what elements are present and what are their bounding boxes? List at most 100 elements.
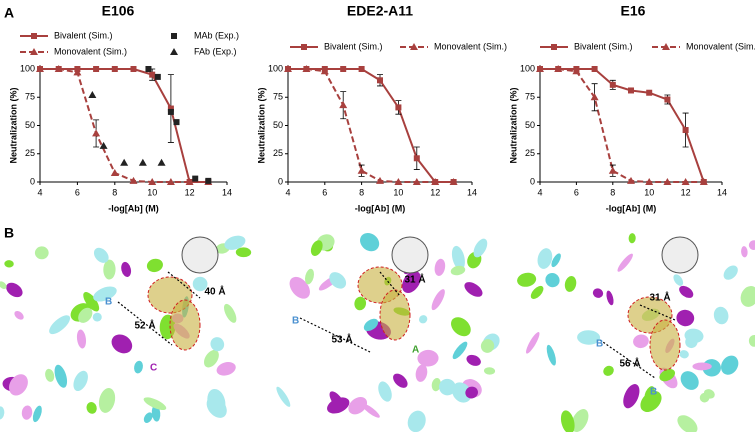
x-tick-label: 10 — [147, 187, 157, 197]
panel-label: A — [4, 5, 14, 21]
marker — [99, 141, 108, 149]
y-tick-label: 100 — [268, 63, 283, 73]
density-blob — [417, 349, 439, 367]
legend-label: MAb (Exp.) — [194, 30, 239, 40]
marker — [662, 43, 670, 50]
density-blob — [304, 268, 314, 285]
x-tick-label: 4 — [537, 187, 542, 197]
y-axis-label: Neutralization (%) — [508, 87, 518, 163]
density-blob — [4, 260, 14, 268]
domain-label: B — [105, 297, 112, 308]
marker — [608, 166, 617, 174]
marker — [110, 168, 119, 176]
marker — [551, 44, 557, 50]
density-blob — [603, 365, 614, 376]
marker — [171, 33, 177, 39]
marker — [572, 67, 581, 75]
series-line — [40, 68, 209, 183]
domain-label: A — [412, 345, 419, 356]
density-blob — [452, 341, 468, 360]
x-tick-label: 10 — [644, 187, 654, 197]
legend-label: Monovalent (Sim.) — [54, 46, 127, 56]
x-tick-label: 12 — [185, 187, 195, 197]
density-blob — [551, 253, 561, 268]
density-blob — [723, 265, 738, 280]
density-blob — [78, 307, 93, 323]
series — [88, 90, 166, 166]
distance-line — [599, 339, 656, 379]
density-blob — [49, 315, 71, 335]
density-blob — [466, 354, 481, 366]
density-blob — [92, 312, 102, 322]
structure-image: 31 Å 53 Å B A — [276, 232, 500, 432]
density-blob — [14, 310, 24, 320]
density-blob — [450, 265, 466, 276]
marker — [88, 90, 97, 98]
legend-label: Bivalent (Sim.) — [54, 30, 113, 40]
y-tick-label: 75 — [273, 92, 283, 102]
marker — [377, 77, 383, 84]
density-blob — [310, 240, 323, 256]
marker — [54, 65, 63, 72]
density-blob — [204, 349, 219, 368]
marker — [394, 178, 403, 185]
structure-image: 40 Å 52 Å B C — [0, 235, 252, 423]
density-blob — [692, 362, 712, 371]
density-blob — [431, 289, 445, 311]
x-tick-label: 10 — [393, 187, 403, 197]
marker — [73, 68, 82, 76]
density-blob — [73, 370, 88, 392]
marker — [682, 127, 689, 134]
marker — [138, 158, 147, 166]
density-blob — [517, 272, 537, 287]
density-blob — [192, 276, 208, 292]
series — [285, 66, 457, 185]
domain-label: C — [150, 363, 157, 374]
density-blob — [703, 389, 715, 399]
distance-label: 31 Å — [649, 291, 670, 304]
density-blob — [415, 364, 428, 382]
marker — [431, 178, 440, 185]
density-blob — [592, 288, 604, 298]
density-blob — [677, 415, 698, 432]
marker — [284, 65, 292, 72]
distance-line — [167, 271, 201, 299]
marker — [30, 48, 38, 55]
density-blob — [483, 367, 496, 375]
series-line — [288, 68, 454, 183]
domain-label: B — [596, 339, 603, 350]
y-tick-label: 50 — [25, 120, 35, 130]
density-blob — [451, 245, 465, 270]
density-blob — [571, 409, 589, 432]
density-blob — [146, 258, 163, 273]
chart-title: E16 — [621, 3, 646, 19]
marker — [357, 166, 366, 174]
marker — [699, 178, 708, 185]
marker — [358, 66, 365, 72]
density-blob — [121, 261, 132, 277]
density-blob — [0, 281, 7, 290]
density-blob — [740, 286, 755, 307]
marker — [681, 178, 690, 185]
marker — [157, 158, 166, 166]
marker — [609, 81, 616, 88]
density-blob — [407, 410, 426, 432]
series-line — [540, 68, 705, 183]
marker — [205, 177, 212, 184]
marker — [166, 178, 175, 185]
density-blob — [713, 306, 729, 325]
density-blob — [143, 397, 167, 411]
density-blob — [224, 303, 237, 323]
series — [36, 65, 213, 185]
marker — [412, 178, 421, 185]
x-tick-label: 8 — [112, 187, 117, 197]
density-blob — [83, 291, 100, 312]
series — [284, 65, 458, 185]
marker — [167, 108, 174, 115]
antibody — [391, 236, 429, 274]
density-blob — [207, 388, 226, 415]
marker — [410, 43, 418, 50]
marker — [590, 93, 599, 101]
density-blob — [0, 406, 5, 420]
marker — [92, 129, 101, 137]
